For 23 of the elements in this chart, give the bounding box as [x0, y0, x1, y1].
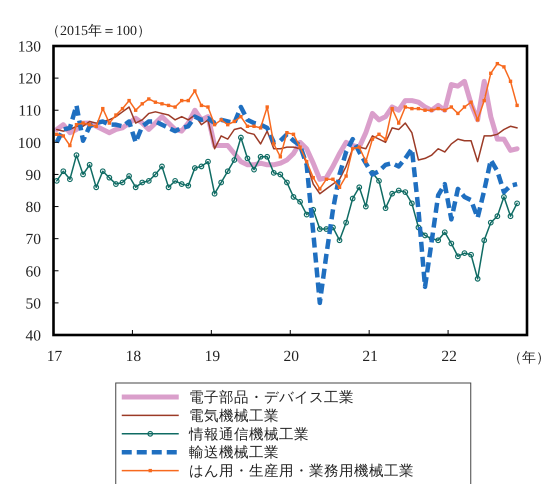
x-tick-label: 18	[126, 348, 142, 365]
x-tick-label: 17	[46, 348, 62, 365]
legend-label: 電子部品・デバイス工業	[188, 389, 354, 406]
y-tick-label: 100	[18, 134, 42, 152]
x-axis-title: （年）	[508, 350, 550, 366]
legend-label: 情報通信機械工業	[188, 426, 309, 443]
y-tick-label: 50	[26, 295, 42, 312]
y-axis-title: （2015年＝100）	[46, 23, 151, 39]
y-tick-label: 60	[26, 263, 42, 280]
legend-label: はん用・生産用・業務用機械工業	[188, 462, 414, 480]
y-tick-label: 90	[26, 166, 42, 184]
legend-label: 輸送機械工業	[188, 444, 279, 462]
y-tick-label: 80	[26, 199, 42, 216]
x-tick-label: 22	[441, 348, 457, 365]
y-tick-label: 130	[18, 38, 42, 56]
legend-label: 電気機械工業	[188, 407, 279, 424]
x-tick-label: 19	[204, 348, 220, 365]
x-tick-label: 20	[284, 348, 300, 365]
y-tick-label: 120	[18, 70, 42, 88]
y-tick-label: 110	[18, 102, 42, 120]
y-tick-label: 70	[26, 231, 42, 248]
x-tick-label: 21	[362, 348, 378, 365]
y-tick-label: 40	[26, 328, 42, 344]
